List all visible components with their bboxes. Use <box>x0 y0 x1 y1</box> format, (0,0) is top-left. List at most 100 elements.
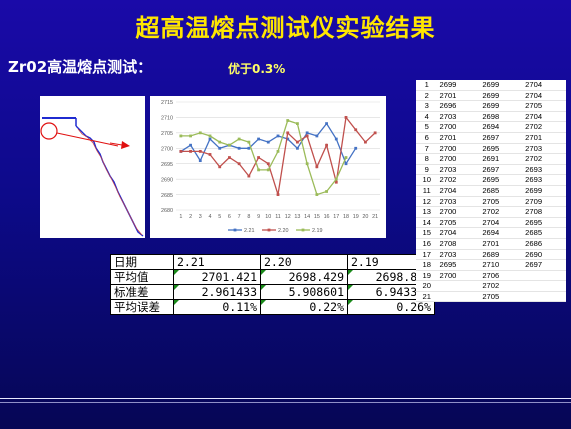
data-row-index: 21 <box>416 291 438 303</box>
data-row-index: 19 <box>416 270 438 282</box>
data-cell: 2700 <box>437 121 481 133</box>
y-tick-label: 2680 <box>161 208 173 214</box>
stats-cell: 2.961433 <box>173 284 261 300</box>
data-cell: 2693 <box>523 174 566 186</box>
data-point <box>237 137 241 141</box>
data-cell: 2686 <box>523 238 566 250</box>
data-row: 8 2700 2691 2702 <box>416 153 566 165</box>
data-row: 15 2704 2694 2685 <box>416 227 566 239</box>
data-row: 4 2703 2698 2704 <box>416 111 566 123</box>
data-cell <box>523 291 566 303</box>
data-cell: 2701 <box>523 132 566 144</box>
data-cell: 2699 <box>480 100 524 112</box>
data-cell: 2700 <box>437 143 481 155</box>
x-tick-label: 13 <box>294 214 300 220</box>
data-row: 18 2695 2710 2697 <box>416 259 566 271</box>
data-point <box>208 134 212 138</box>
data-cell: 2699 <box>523 185 566 197</box>
data-row: 9 2703 2697 2693 <box>416 164 566 176</box>
data-point <box>296 140 299 144</box>
data-cell: 2700 <box>437 153 481 165</box>
data-point <box>189 143 192 147</box>
data-row-index: 13 <box>416 206 438 218</box>
stats-cell: 0.11% <box>173 299 261 315</box>
data-point <box>286 137 290 141</box>
data-point <box>208 137 212 141</box>
temperature-curve-graphic <box>40 96 145 238</box>
data-cell: 2685 <box>523 227 566 239</box>
data-cell: 2708 <box>437 238 481 250</box>
test-subtitle: Zr02高温熔点测试： <box>8 58 153 76</box>
data-cell: 2694 <box>480 227 524 239</box>
data-cell: 2704 <box>523 80 566 91</box>
stats-table: 日期 2.21 2.20 2.19 平均值 2701.421 2698.429 2698.88… <box>110 254 435 315</box>
data-point <box>354 146 358 150</box>
data-row: 11 2704 2685 2699 <box>416 185 566 197</box>
data-row-index: 1 <box>416 80 438 91</box>
data-point <box>315 134 319 138</box>
data-point <box>218 140 222 144</box>
data-row: 5 2700 2694 2702 <box>416 121 566 133</box>
data-cell: 2699 <box>437 80 481 91</box>
data-point <box>344 162 348 166</box>
data-cell: 2702 <box>523 121 566 133</box>
data-cell: 2705 <box>480 196 524 208</box>
data-row: 7 2700 2695 2703 <box>416 143 566 155</box>
data-cell: 2705 <box>480 291 524 303</box>
data-cell: 2701 <box>437 132 481 144</box>
data-point <box>189 134 192 138</box>
stats-row-label: 平均误差 <box>110 299 174 315</box>
data-point <box>344 116 348 119</box>
data-point <box>247 146 251 150</box>
data-point <box>325 122 328 125</box>
data-row-index: 7 <box>416 143 438 155</box>
data-point <box>354 128 358 132</box>
y-tick-label: 2710 <box>161 116 173 122</box>
data-row-index: 12 <box>416 196 438 208</box>
stats-row: 标准差 2.961433 5.908601 6.943333 <box>110 284 435 300</box>
data-row: 3 2696 2699 2705 <box>416 100 566 112</box>
data-point <box>228 143 231 147</box>
footer-divider <box>0 398 571 399</box>
x-tick-label: 19 <box>353 214 359 220</box>
data-cell: 2708 <box>523 206 566 218</box>
data-point <box>237 162 241 166</box>
data-point <box>218 146 222 150</box>
data-cell: 2704 <box>523 111 566 123</box>
data-cell: 2702 <box>437 174 481 186</box>
data-point <box>325 143 328 147</box>
data-point <box>276 193 280 196</box>
stats-cell: 2701.421 <box>173 269 261 285</box>
data-cell: 2693 <box>523 164 566 176</box>
stats-row-label: 日期 <box>110 254 174 270</box>
data-cell: 2704 <box>480 217 524 229</box>
x-tick-label: 14 <box>304 214 310 220</box>
data-cell <box>523 280 566 292</box>
data-cell: 2689 <box>480 249 524 261</box>
data-cell: 2697 <box>523 259 566 271</box>
data-row-index: 15 <box>416 227 438 239</box>
data-point <box>247 140 251 144</box>
stats-cell: 5.908601 <box>260 284 348 300</box>
data-cell: 2695 <box>480 174 524 186</box>
data-cell: 2697 <box>480 132 524 144</box>
data-point <box>286 119 290 122</box>
data-cell: 2709 <box>523 196 566 208</box>
data-row: 19 2700 2706 <box>416 270 566 282</box>
data-row-index: 8 <box>416 153 438 165</box>
data-row-index: 18 <box>416 259 438 271</box>
data-row: 13 2700 2702 2708 <box>416 206 566 218</box>
x-tick-label: 21 <box>372 214 378 220</box>
data-cell: 2699 <box>480 90 524 102</box>
stats-row-label: 平均值 <box>110 269 174 285</box>
data-cell: 2706 <box>480 270 524 282</box>
data-row-index: 16 <box>416 238 438 250</box>
data-cell <box>437 291 481 303</box>
data-cell: 2703 <box>437 111 481 123</box>
data-point <box>334 137 338 141</box>
data-cell: 2701 <box>437 90 481 102</box>
x-tick-label: 15 <box>314 214 320 220</box>
data-cell: 2696 <box>437 100 481 112</box>
data-point <box>276 149 280 153</box>
x-tick-label: 11 <box>275 214 281 220</box>
